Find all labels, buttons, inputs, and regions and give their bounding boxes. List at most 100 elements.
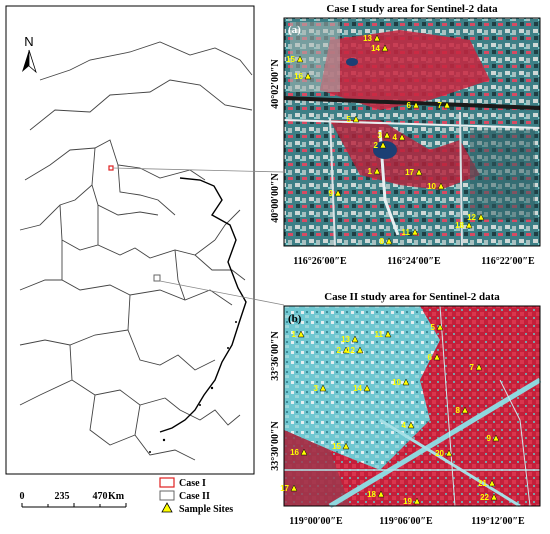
panel_a-site-label-17: 17 bbox=[405, 168, 414, 177]
panel-a-xtick-2: 116°24′00″E bbox=[387, 256, 441, 267]
panel_b-site-label-16: 16 bbox=[290, 448, 299, 457]
panel-a-image bbox=[283, 18, 541, 247]
panel_b-site-label-14: 14 bbox=[353, 384, 362, 393]
islands bbox=[149, 321, 237, 453]
panel_b-site-triangle-icon-11 bbox=[384, 330, 392, 338]
panel_b-site-label-11: 11 bbox=[375, 330, 384, 339]
panel-b-xtick-2: 119°06′00″E bbox=[379, 516, 433, 527]
panel_a-site-triangle-icon-6 bbox=[412, 101, 420, 109]
coastline bbox=[159, 177, 247, 433]
panel_a-site-label-6: 6 bbox=[407, 101, 412, 110]
panel-b-ytick-2: 33°30′00″N bbox=[270, 420, 281, 470]
panel_a-site-label-2: 2 bbox=[374, 141, 379, 150]
panel_b-site-triangle-icon-21 bbox=[488, 479, 496, 487]
panel_b-site-label-3: 3 bbox=[314, 384, 319, 393]
panel_b-site-label-18: 18 bbox=[367, 490, 376, 499]
panel_b-site-label-7: 7 bbox=[470, 363, 475, 372]
panel_a-site-label-12: 12 bbox=[467, 213, 476, 222]
panel-b-xtick-1: 119°00′00″E bbox=[289, 516, 343, 527]
panel_b-site-triangle-icon-8 bbox=[461, 406, 469, 414]
panel_a-site-triangle-icon-8 bbox=[385, 237, 393, 245]
leader-line-a bbox=[112, 167, 284, 173]
panel_a-site-triangle-icon-15 bbox=[296, 55, 304, 63]
panel_a-site-label-18: 18 bbox=[455, 221, 464, 230]
panel_a-site-label-8: 8 bbox=[380, 237, 385, 246]
panel-a-xtick-1: 116°26′00″E bbox=[293, 256, 347, 267]
panel-b: Case II study area for Sentinel-2 data (… bbox=[270, 291, 542, 527]
panel_a-site-triangle-icon-16 bbox=[304, 72, 312, 80]
panel_a-site-triangle-icon-4 bbox=[398, 133, 406, 141]
panel-a: Case I study area for Sentinel-2 data (a… bbox=[270, 3, 541, 267]
overview-map: N 0 235 470 Km Case I Case II Sample Sit… bbox=[5, 5, 285, 515]
scale-label-235: 235 bbox=[55, 491, 70, 502]
panel_b-site-triangle-icon-14 bbox=[363, 384, 371, 392]
panel_b-site-label-10: 10 bbox=[392, 378, 401, 387]
panel_b-site-triangle-icon-4 bbox=[407, 421, 415, 429]
panel_a-site-label-1: 1 bbox=[368, 167, 373, 176]
panel_a-site-triangle-icon-11 bbox=[411, 228, 419, 236]
legend-site-triangle-icon bbox=[161, 502, 173, 513]
panel_a-site-triangle-icon-5 bbox=[352, 115, 360, 123]
panel_b-site-label-20: 20 bbox=[435, 449, 444, 458]
panel_a-site-triangle-icon-18 bbox=[465, 221, 473, 229]
panel_b-site-label-6: 6 bbox=[428, 353, 433, 362]
panel_b-site-triangle-icon-22 bbox=[490, 493, 498, 501]
panel-b-image bbox=[284, 305, 542, 509]
panel_a-site-label-15: 15 bbox=[286, 55, 295, 64]
panel-b-frame bbox=[283, 305, 541, 507]
panel-b-ytick-1: 33°36′00″N bbox=[270, 330, 281, 380]
panel_b-site-label-12: 12 bbox=[346, 346, 355, 355]
panel_b-site-label-15: 15 bbox=[332, 442, 341, 451]
legend: Case I Case II Sample Sites bbox=[159, 477, 233, 515]
panel-a-letter: (a) bbox=[288, 24, 301, 36]
panel_a-site-label-9: 9 bbox=[329, 189, 334, 198]
panel_a-site-label-4: 4 bbox=[393, 133, 398, 142]
panel_b-site-triangle-icon-9 bbox=[492, 434, 500, 442]
panel_a-site-triangle-icon-9 bbox=[334, 189, 342, 197]
panel_b-site-triangle-icon-19 bbox=[413, 497, 421, 505]
panel_b-site-triangle-icon-13 bbox=[351, 335, 359, 343]
panel_b-site-label-22: 22 bbox=[480, 493, 489, 502]
panel_b-site-label-17: 17 bbox=[280, 484, 289, 493]
panel_b-site-label-8: 8 bbox=[456, 406, 461, 415]
panel_a-site-label-3: 3 bbox=[378, 131, 383, 140]
panel_a-site-label-13: 13 bbox=[363, 34, 372, 43]
panel_b-site-label-19: 19 bbox=[403, 497, 412, 506]
panel_b-site-triangle-icon-3 bbox=[319, 384, 327, 392]
legend-case1-label: Case I bbox=[179, 478, 206, 489]
scale-label-0: 0 bbox=[20, 491, 25, 502]
panel_a-site-label-16: 16 bbox=[294, 72, 303, 81]
legend-case1-swatch bbox=[159, 477, 175, 488]
panel_a-site-triangle-icon-13 bbox=[373, 34, 381, 42]
panel_a-site-label-11: 11 bbox=[402, 228, 411, 237]
scale-label-470: 470 bbox=[93, 491, 108, 502]
panel_b-site-triangle-icon-10 bbox=[402, 378, 410, 386]
panel_a-site-label-14: 14 bbox=[371, 44, 380, 53]
scale-bar: 0 235 470 Km bbox=[20, 491, 127, 508]
panel_b-site-triangle-icon-12 bbox=[356, 346, 364, 354]
province-boundaries bbox=[19, 41, 253, 461]
legend-case2-swatch bbox=[159, 490, 175, 501]
panel_b-site-label-4: 4 bbox=[402, 421, 407, 430]
panel-b-letter: (b) bbox=[288, 313, 302, 325]
panel-b-xtick-3: 119°12′00″E bbox=[471, 516, 525, 527]
panel_b-site-label-21: 21 bbox=[478, 479, 487, 488]
panel_b-site-triangle-icon-6 bbox=[433, 353, 441, 361]
scale-label-unit: Km bbox=[108, 491, 125, 502]
panel_a-site-label-5: 5 bbox=[347, 115, 352, 124]
panel_a-site-triangle-icon-12 bbox=[477, 213, 485, 221]
case2-marker bbox=[153, 274, 161, 282]
panel_b-site-label-5: 5 bbox=[431, 323, 436, 332]
panel_b-site-triangle-icon-18 bbox=[377, 490, 385, 498]
panel-a-ytick-2: 40°00′00″N bbox=[270, 172, 281, 222]
panel_a-site-triangle-icon-14 bbox=[381, 44, 389, 52]
panel_a-site-triangle-icon-1 bbox=[373, 167, 381, 175]
panel_a-site-triangle-icon-7 bbox=[443, 101, 451, 109]
north-arrow: N bbox=[22, 34, 37, 74]
panel-b-title: Case II study area for Sentinel-2 data bbox=[324, 291, 500, 303]
panel_b-site-label-2: 2 bbox=[337, 346, 342, 355]
panel_b-site-triangle-icon-2 bbox=[342, 346, 350, 354]
